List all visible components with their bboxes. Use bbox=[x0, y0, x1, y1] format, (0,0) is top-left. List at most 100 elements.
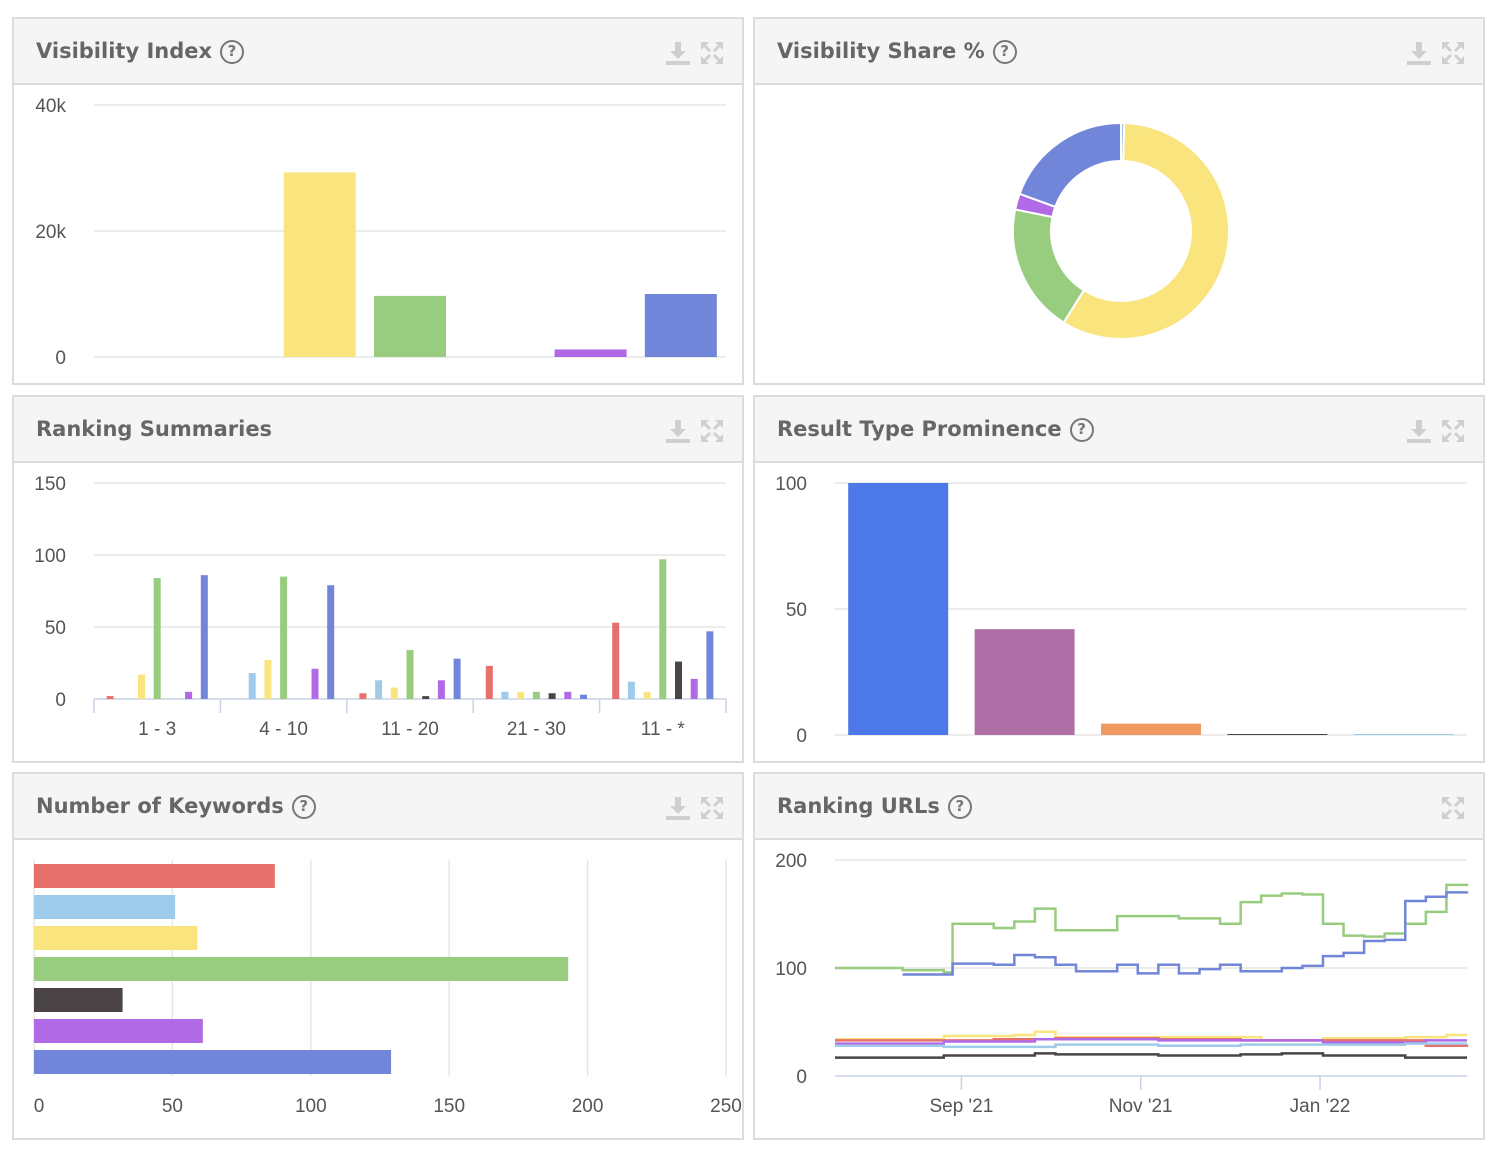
bar bbox=[974, 629, 1075, 735]
panel-header: Number of Keywords? bbox=[14, 774, 742, 840]
x-tick-label: 200 bbox=[572, 1096, 604, 1117]
panel-title: Result Type Prominence? bbox=[777, 417, 1094, 442]
download-icon[interactable] bbox=[664, 794, 692, 822]
bar bbox=[34, 926, 198, 950]
expand-icon[interactable] bbox=[1439, 794, 1467, 822]
bar bbox=[359, 693, 367, 699]
bar bbox=[390, 687, 398, 699]
y-tick-label: 200 bbox=[775, 851, 807, 872]
bar bbox=[34, 864, 275, 888]
download-icon[interactable] bbox=[1405, 417, 1433, 445]
panel-title: Ranking URLs? bbox=[777, 794, 972, 819]
bar bbox=[283, 172, 356, 357]
y-tick-label: 0 bbox=[796, 726, 807, 747]
bar bbox=[1101, 723, 1201, 735]
bar bbox=[437, 680, 445, 699]
ranking-urls-chart: 0 100 200 Sep '21 Nov '21 Jan '22 bbox=[775, 851, 1469, 1117]
expand-icon[interactable] bbox=[698, 794, 726, 822]
bar bbox=[612, 622, 620, 699]
y-tick-label: 0 bbox=[55, 348, 66, 369]
bar bbox=[453, 658, 461, 699]
bar bbox=[548, 693, 556, 699]
download-icon[interactable] bbox=[664, 417, 692, 445]
bar bbox=[34, 1019, 203, 1043]
panel-body: 0 50 100 150 1 - 3 4 - 10 11 - 20 21 - 30 11 - * bbox=[14, 463, 742, 761]
bar bbox=[659, 559, 667, 699]
panel-body: 0 100 200 Sep '21 Nov '21 Jan '22 bbox=[755, 840, 1483, 1138]
x-tick-label: 1 - 3 bbox=[138, 719, 176, 740]
bar bbox=[485, 665, 493, 699]
bar bbox=[327, 585, 335, 699]
question-circle-icon[interactable]: ? bbox=[992, 40, 1017, 64]
x-tick-label: 150 bbox=[433, 1096, 465, 1117]
panel-title: Visibility Index? bbox=[36, 39, 245, 64]
visibility-share-chart bbox=[1012, 121, 1230, 340]
panel-ranking-summaries: Ranking Summaries 0 50 100 150 1 - 3 4 - 10 11… bbox=[12, 395, 744, 763]
expand-icon[interactable] bbox=[698, 417, 726, 445]
expand-icon[interactable] bbox=[1439, 39, 1467, 67]
bar bbox=[200, 575, 208, 699]
bar bbox=[153, 578, 161, 699]
panel-result-type-prominence: Result Type Prominence? 0 50 100 bbox=[753, 395, 1485, 763]
download-icon[interactable] bbox=[1405, 39, 1433, 67]
y-tick-label: 150 bbox=[34, 474, 66, 495]
expand-icon[interactable] bbox=[698, 39, 726, 67]
panel-title: Visibility Share %? bbox=[777, 39, 1017, 64]
x-tick-label: 21 - 30 bbox=[507, 719, 566, 740]
panel-header: Visibility Share %? bbox=[755, 19, 1483, 85]
bar bbox=[106, 696, 114, 699]
bar bbox=[248, 673, 256, 699]
bar bbox=[517, 691, 525, 699]
question-circle-icon[interactable]: ? bbox=[220, 40, 245, 64]
bar bbox=[848, 483, 949, 735]
number-of-keywords-chart: 0 50 100 150 200 250 bbox=[33, 860, 742, 1117]
y-tick-label: 20k bbox=[35, 222, 66, 243]
bar bbox=[690, 678, 698, 699]
download-icon[interactable] bbox=[664, 39, 692, 67]
x-tick-label: 0 bbox=[34, 1096, 45, 1117]
bar bbox=[532, 691, 540, 699]
bar bbox=[375, 680, 383, 699]
bar bbox=[1353, 734, 1454, 735]
bar bbox=[675, 661, 682, 699]
y-tick-label: 0 bbox=[796, 1067, 807, 1088]
y-tick-label: 40k bbox=[35, 96, 66, 117]
bar bbox=[706, 631, 714, 699]
visibility-index-chart: 0 20k 40k bbox=[35, 96, 726, 369]
bar bbox=[34, 957, 569, 981]
bar bbox=[501, 691, 509, 699]
y-tick-label: 50 bbox=[45, 618, 66, 639]
x-tick-label: Jan '22 bbox=[1290, 1096, 1351, 1117]
bar bbox=[406, 650, 414, 699]
bar bbox=[627, 681, 635, 699]
question-circle-icon[interactable]: ? bbox=[291, 795, 316, 819]
x-tick-label: 50 bbox=[162, 1096, 183, 1117]
series-line bbox=[835, 1052, 1467, 1059]
x-tick-label: 250 bbox=[710, 1096, 742, 1117]
question-circle-icon[interactable]: ? bbox=[947, 795, 972, 819]
result-type-prominence-chart: 0 50 100 bbox=[775, 474, 1467, 747]
panel-ranking-urls: Ranking URLs? 0 100 200 Sep '21 Nov '21 Jan '… bbox=[753, 772, 1485, 1140]
y-tick-label: 50 bbox=[786, 600, 807, 621]
panel-title: Number of Keywords? bbox=[36, 794, 316, 819]
expand-icon[interactable] bbox=[1439, 417, 1467, 445]
series-line bbox=[835, 1038, 1467, 1045]
panel-header: Ranking URLs? bbox=[755, 774, 1483, 840]
bar bbox=[644, 294, 717, 357]
y-tick-label: 0 bbox=[55, 690, 66, 711]
panel-header: Visibility Index? bbox=[14, 19, 742, 85]
bar bbox=[185, 691, 193, 699]
bar bbox=[138, 674, 145, 699]
panel-number-of-keywords: Number of Keywords? 0 50 100 150 200 250 bbox=[12, 772, 744, 1140]
panel-body: 0 50 100 150 200 250 bbox=[14, 840, 742, 1138]
bar bbox=[34, 1050, 392, 1074]
x-tick-label: 11 - 20 bbox=[381, 719, 439, 740]
panel-body bbox=[755, 85, 1483, 383]
panel-header: Result Type Prominence? bbox=[755, 397, 1483, 463]
question-circle-icon[interactable]: ? bbox=[1069, 418, 1094, 442]
bar bbox=[280, 576, 288, 699]
pie-slice bbox=[1018, 121, 1122, 209]
bar bbox=[311, 668, 319, 699]
pie-slice bbox=[1012, 208, 1086, 324]
x-tick-label: 4 - 10 bbox=[259, 719, 308, 740]
